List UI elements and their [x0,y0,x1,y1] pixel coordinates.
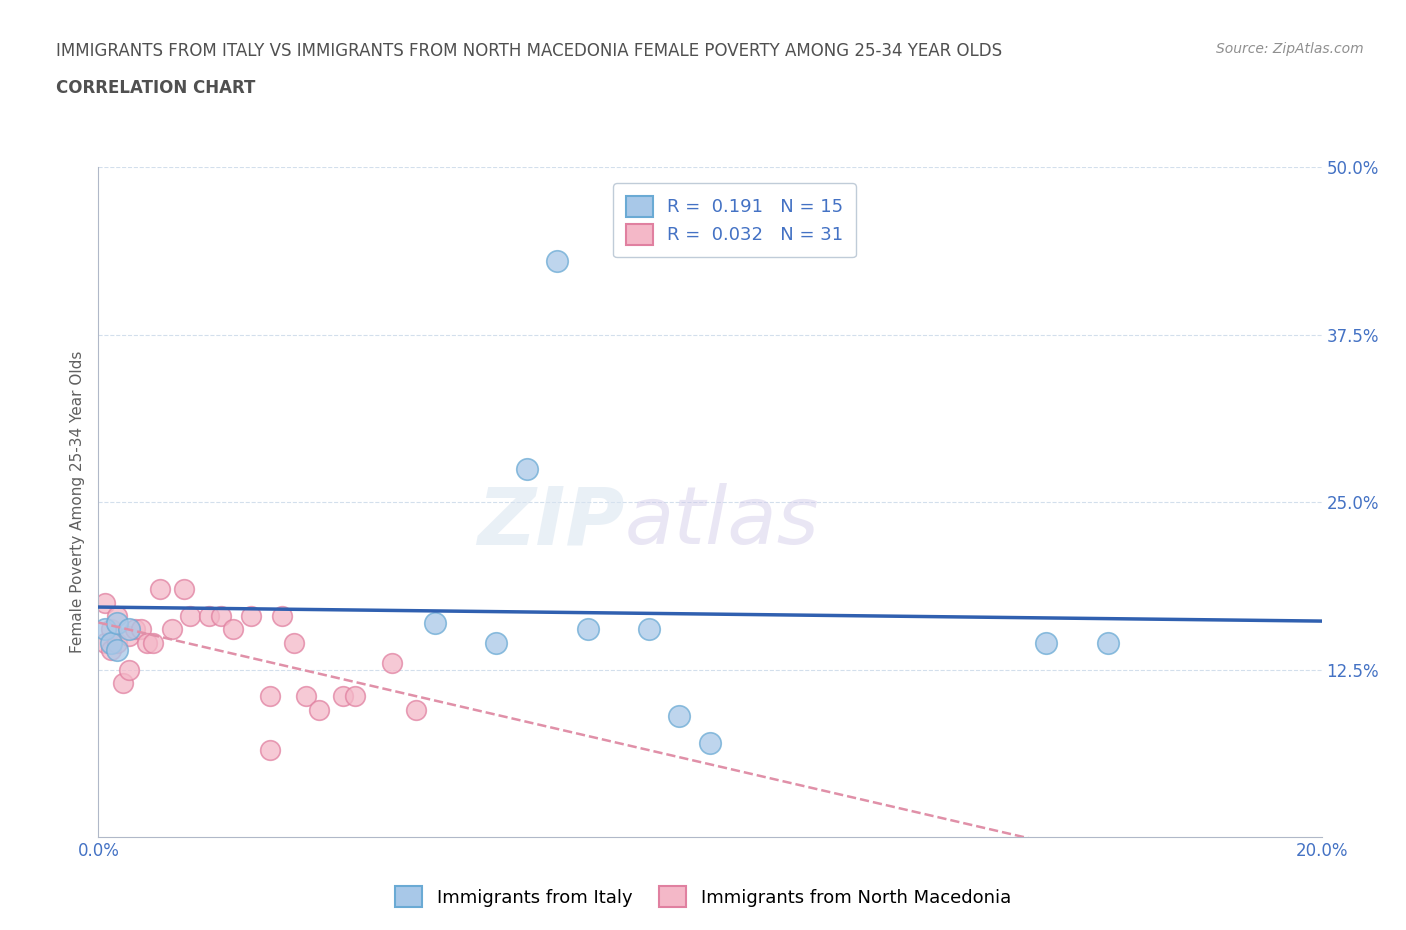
Legend: R =  0.191   N = 15, R =  0.032   N = 31: R = 0.191 N = 15, R = 0.032 N = 31 [613,183,856,258]
Point [1097,635,1119,650]
Point [111,675,134,690]
Text: ZIP: ZIP [477,484,624,562]
Point [405,702,427,717]
Point [576,622,599,637]
Point [668,709,690,724]
Point [209,608,232,623]
Point [118,622,141,637]
Point [142,635,165,650]
Point [160,622,183,637]
Text: IMMIGRANTS FROM ITALY VS IMMIGRANTS FROM NORTH MACEDONIA FEMALE POVERTY AMONG 25: IMMIGRANTS FROM ITALY VS IMMIGRANTS FROM… [56,42,1002,60]
Point [423,616,446,631]
Point [344,689,367,704]
Point [93,622,115,637]
Point [197,608,219,623]
Point [129,622,152,637]
Point [308,702,330,717]
Point [149,582,172,597]
Point [516,461,538,476]
Point [105,616,128,631]
Point [637,622,661,637]
Y-axis label: Female Poverty Among 25-34 Year Olds: Female Poverty Among 25-34 Year Olds [69,351,84,654]
Legend: Immigrants from Italy, Immigrants from North Macedonia: Immigrants from Italy, Immigrants from N… [387,877,1019,916]
Point [699,736,721,751]
Point [1035,635,1057,650]
Point [100,622,122,637]
Text: atlas: atlas [624,484,820,562]
Point [118,662,141,677]
Point [173,582,195,597]
Point [105,635,128,650]
Point [105,642,128,657]
Point [259,689,281,704]
Text: Source: ZipAtlas.com: Source: ZipAtlas.com [1216,42,1364,56]
Point [222,622,245,637]
Point [118,629,141,644]
Point [100,635,122,650]
Point [485,635,508,650]
Point [136,635,159,650]
Point [100,642,122,657]
Point [105,608,128,623]
Point [270,608,292,623]
Point [381,656,404,671]
Point [332,689,354,704]
Text: CORRELATION CHART: CORRELATION CHART [56,79,256,97]
Point [283,635,305,650]
Point [259,742,281,757]
Point [93,595,115,610]
Point [295,689,318,704]
Point [240,608,263,623]
Point [179,608,201,623]
Point [124,622,146,637]
Point [546,254,568,269]
Point [93,635,115,650]
